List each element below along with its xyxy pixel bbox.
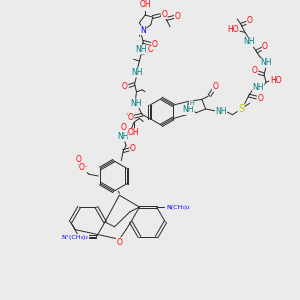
Text: NH: NH <box>243 38 254 46</box>
Text: NH: NH <box>132 68 143 77</box>
Text: NH: NH <box>215 107 227 116</box>
Text: N(CH₃)₂: N(CH₃)₂ <box>166 205 190 210</box>
Text: O: O <box>128 113 134 122</box>
Text: O: O <box>252 66 257 75</box>
Text: O: O <box>262 42 268 51</box>
Text: OH: OH <box>139 0 151 9</box>
Text: O: O <box>247 16 253 26</box>
Text: N⁺(CH₃)₂: N⁺(CH₃)₂ <box>62 234 89 239</box>
Text: S: S <box>238 104 244 114</box>
Text: O: O <box>175 12 181 21</box>
Text: OH: OH <box>128 128 140 137</box>
Text: O: O <box>116 238 122 247</box>
Text: O: O <box>130 144 136 153</box>
Text: O⁻: O⁻ <box>79 163 89 172</box>
Text: O: O <box>122 82 128 91</box>
Text: O: O <box>75 155 81 164</box>
Text: O: O <box>257 94 263 103</box>
Text: HO: HO <box>270 76 281 85</box>
Text: O: O <box>152 40 158 49</box>
Text: HO: HO <box>228 25 239 34</box>
Text: NH: NH <box>136 45 147 54</box>
Text: O: O <box>161 10 167 19</box>
Text: H: H <box>189 101 194 106</box>
Text: O: O <box>148 45 154 54</box>
Text: O: O <box>212 82 218 91</box>
Text: NH: NH <box>117 132 129 141</box>
Text: NH: NH <box>183 105 194 114</box>
Text: NH: NH <box>260 58 272 68</box>
Text: NH: NH <box>253 83 264 92</box>
Text: O: O <box>120 123 126 132</box>
Text: N: N <box>140 26 146 35</box>
Text: NH: NH <box>130 99 141 108</box>
